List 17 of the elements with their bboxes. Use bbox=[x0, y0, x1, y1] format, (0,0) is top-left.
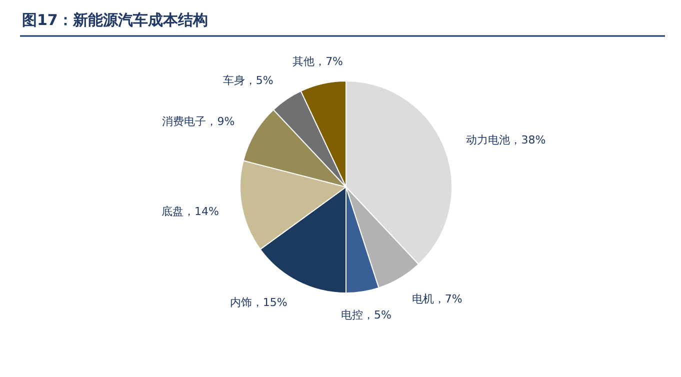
slice-label: 动力电池 bbox=[466, 133, 510, 146]
slice-label: 消费电子 bbox=[162, 115, 206, 128]
data-label: ，7% bbox=[314, 54, 344, 68]
slice-label: 内饰 bbox=[230, 296, 252, 310]
slice-label: 其他 bbox=[292, 54, 315, 68]
data-label: ，38% bbox=[510, 133, 546, 146]
slice-label: 底盘 bbox=[162, 205, 184, 218]
slice-label: 电控 bbox=[341, 308, 364, 322]
data-label: ，14% bbox=[184, 205, 219, 218]
slice-label: 车身 bbox=[222, 74, 245, 88]
data-label: ，15% bbox=[252, 296, 288, 310]
data-label: ，5% bbox=[244, 74, 274, 88]
data-label: ，5% bbox=[363, 308, 392, 322]
slice-label: 电机 bbox=[412, 292, 434, 306]
data-label: ，9% bbox=[206, 115, 235, 128]
chart-title: 图17：新能源汽车成本结构 bbox=[22, 11, 208, 29]
data-label: ，7% bbox=[434, 292, 462, 306]
